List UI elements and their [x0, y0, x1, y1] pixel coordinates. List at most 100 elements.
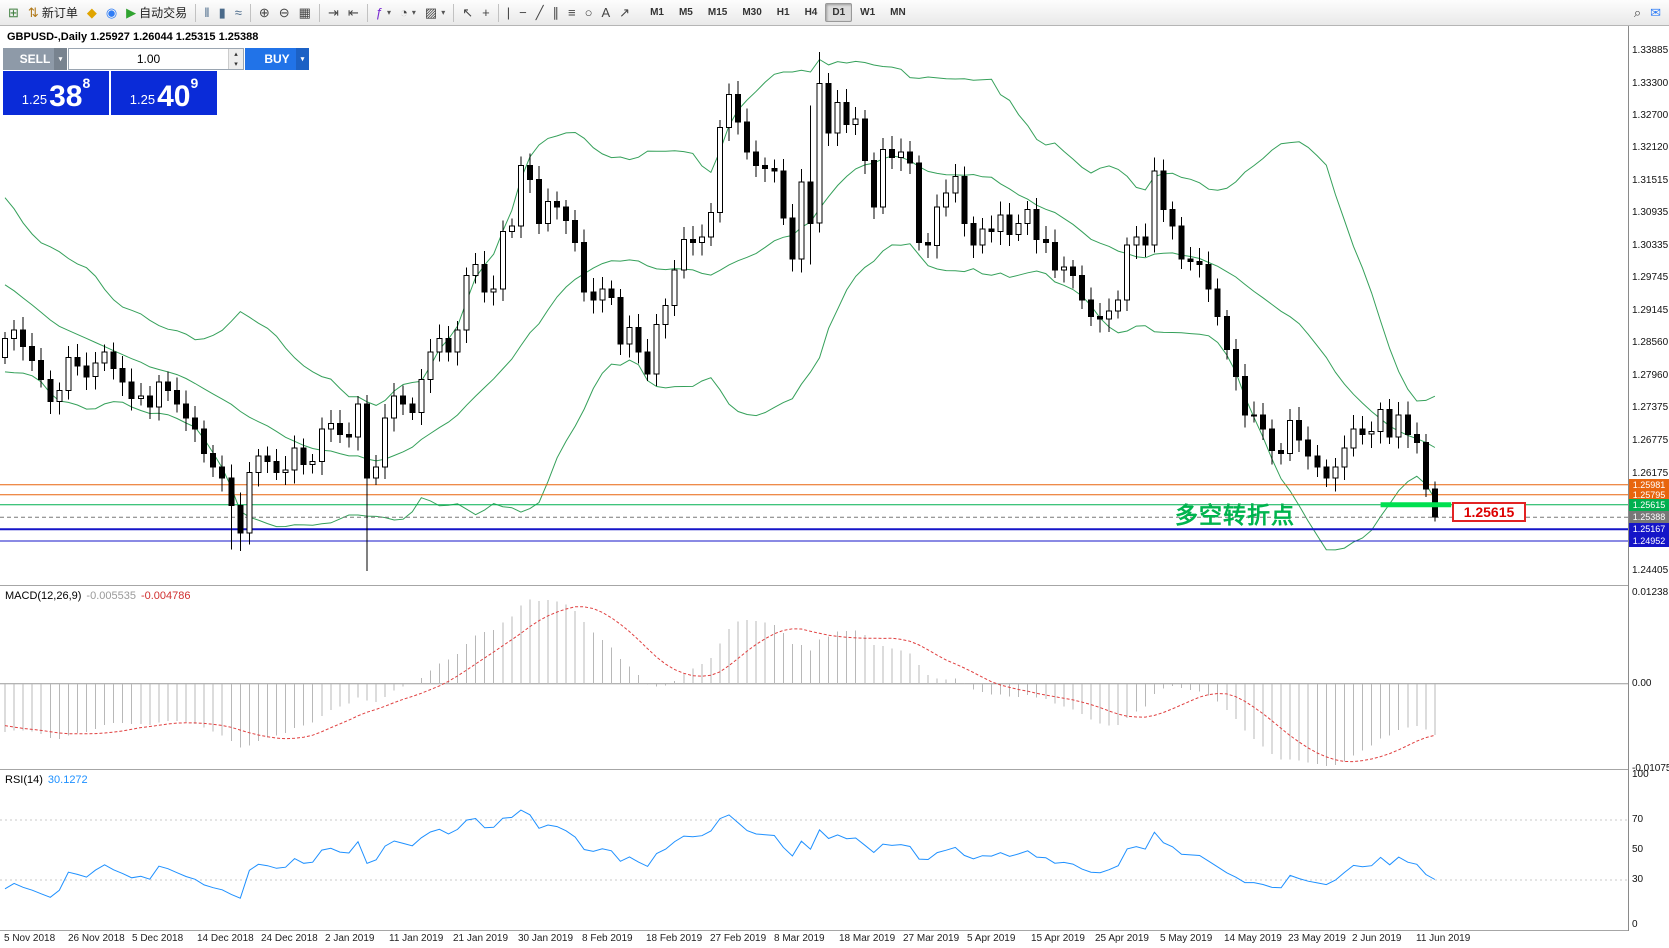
volume-input[interactable] — [69, 49, 228, 69]
macd-panel-canvas[interactable] — [0, 586, 1628, 769]
candlestick-chart-icon: ▮ — [218, 5, 226, 20]
sell-price-prefix: 1.25 — [21, 91, 48, 107]
time-axis-label: 14 Dec 2018 — [197, 933, 254, 944]
sell-dropdown-icon[interactable]: ▾ — [54, 48, 67, 70]
vertical-line-button[interactable]: | — [503, 3, 514, 23]
buy-dropdown-icon[interactable]: ▾ — [296, 48, 309, 70]
price-level-tag: 1.25167 — [1629, 523, 1669, 536]
symbol-info: GBPUSD-,Daily 1.25927 1.26044 1.25315 1.… — [7, 31, 259, 43]
sell-price-sup: 8 — [82, 75, 91, 91]
price-axis-label: 1.32120 — [1632, 142, 1669, 154]
macd-main-value: -0.005535 — [86, 590, 136, 602]
bollinger-upper-band — [4, 58, 1436, 406]
panel-separator[interactable] — [0, 769, 1669, 770]
timeframe-h1-button[interactable]: H1 — [776, 7, 790, 18]
toolbar-separator — [453, 3, 455, 22]
price-axis-label: 1.29745 — [1632, 272, 1669, 284]
volume-decrease-button[interactable]: ▾ — [229, 59, 243, 69]
community-button[interactable]: ◉ — [102, 3, 121, 23]
search-button[interactable]: ⌕ — [1630, 3, 1645, 23]
horizontal-level-lines — [0, 484, 1628, 542]
main-chart-canvas[interactable] — [0, 26, 1628, 585]
timeframe-d1-button[interactable]: D1 — [825, 3, 853, 22]
line-chart-button[interactable]: ≈ — [231, 3, 246, 23]
cursor-button[interactable]: ↖ — [458, 3, 477, 23]
rsi-panel-canvas[interactable] — [0, 770, 1628, 930]
candlestick-chart-button[interactable]: ▮ — [215, 3, 230, 23]
dropdown-icon: ▾ — [411, 8, 416, 17]
crosshair-button[interactable]: + — [478, 3, 494, 23]
arrow-tools-button[interactable]: ↗ — [615, 3, 634, 23]
dropdown-icon: ▾ — [387, 8, 392, 17]
autotrading-button[interactable]: ▶ 自动交易 — [122, 3, 191, 23]
timeframe-w1-button[interactable]: W1 — [860, 7, 876, 18]
price-axis-label: 1.29145 — [1632, 305, 1669, 317]
time-axis-label: 11 Jan 2019 — [389, 933, 444, 944]
price-axis[interactable]: 1.33885 1.33300 1.32700 1.32120 1.31515 1.309… — [1628, 26, 1669, 931]
sell-button[interactable]: SELL ▾ — [3, 48, 67, 70]
time-axis-label: 8 Mar 2019 — [774, 933, 825, 944]
community-icon: ◉ — [105, 5, 118, 20]
buy-button[interactable]: BUY ▾ — [245, 48, 309, 70]
metaeditor-button[interactable]: ◆ — [83, 3, 101, 23]
macd-axis-label: -0.01075 — [1632, 762, 1669, 774]
volume-increase-button[interactable]: ▴ — [229, 49, 243, 59]
bollinger-middle-band — [4, 155, 1436, 462]
autotrading-icon: ▶ — [126, 5, 137, 20]
horizontal-line-icon: − — [519, 5, 527, 20]
shapes-button[interactable]: ○ — [581, 3, 597, 23]
new-order-button[interactable]: ⇅ 新订单 — [24, 3, 82, 23]
time-axis[interactable]: 5 Nov 2018 26 Nov 2018 5 Dec 2018 14 Dec 20… — [0, 931, 1628, 948]
rsi-axis-label: 0 — [1632, 919, 1638, 930]
timeframe-h4-button[interactable]: H4 — [804, 7, 818, 18]
bar-chart-button[interactable]: ‖ — [200, 3, 213, 23]
sell-price-display[interactable]: 1.25 38 8 — [3, 71, 109, 115]
price-axis-label: 1.31515 — [1632, 175, 1669, 187]
candles-series — [2, 51, 1438, 571]
time-axis-label: 30 Jan 2019 — [518, 933, 574, 944]
auto-scroll-button[interactable]: ⇥ — [324, 3, 343, 23]
timeframe-m15-button[interactable]: M15 — [707, 7, 728, 18]
chart-shift-button[interactable]: ⇤ — [344, 3, 363, 23]
cursor-icon: ↖ — [462, 5, 474, 20]
time-axis-label: 15 Apr 2019 — [1031, 933, 1085, 944]
timeframe-m5-button[interactable]: M5 — [678, 7, 693, 18]
periods-button[interactable]: ◔ ▾ — [396, 3, 420, 23]
buy-price-digits: 40 — [157, 79, 191, 113]
time-axis-label: 23 May 2019 — [1288, 933, 1346, 944]
panel-separator[interactable] — [0, 930, 1669, 931]
vertical-line-icon: | — [506, 5, 511, 20]
trendline-button[interactable]: ╱ — [532, 3, 548, 23]
zoom-in-button[interactable]: ⊕ — [255, 3, 274, 23]
buy-price-display[interactable]: 1.25 40 9 — [111, 71, 217, 115]
text-label-button[interactable]: A — [597, 3, 614, 23]
price-level-label-box: 1.25615 — [1452, 502, 1526, 522]
time-axis-label: 24 Dec 2018 — [261, 933, 318, 944]
horizontal-line-button[interactable]: − — [515, 3, 531, 23]
tile-windows-button[interactable]: ▦ — [295, 3, 315, 23]
timeframe-m30-button[interactable]: M30 — [742, 7, 762, 18]
price-axis-label: 1.32700 — [1632, 110, 1669, 122]
rsi-axis-label: 100 — [1632, 769, 1649, 780]
equidistant-channel-button[interactable]: ∥ — [549, 3, 564, 23]
new-chart-button[interactable]: ⊞ — [4, 3, 23, 23]
bollinger-lower-band — [4, 243, 1436, 551]
timeframe-mn-button[interactable]: MN — [890, 7, 906, 18]
panel-separator[interactable] — [0, 585, 1669, 586]
price-level-tag: 1.25795 — [1629, 488, 1669, 501]
indicators-button[interactable]: ƒ ▾ — [372, 3, 395, 23]
timeframe-m1-button[interactable]: M1 — [650, 7, 664, 18]
zoom-out-icon: ⊖ — [278, 5, 290, 20]
rsi-indicator-label: RSI(14) 30.1272 — [5, 774, 88, 786]
chart-shift-icon: ⇤ — [347, 5, 359, 20]
bar-chart-icon: ‖ — [204, 5, 210, 20]
zoom-in-icon: ⊕ — [258, 5, 270, 20]
templates-button[interactable]: ▨ ▾ — [421, 3, 449, 23]
fibonacci-retracement-icon: ≡ — [568, 5, 576, 20]
timeframe-toolbar: M1 M5 M15 M30 H1 H4 D1 W1 MN — [643, 3, 913, 22]
metaeditor-icon: ◆ — [86, 5, 97, 20]
fibonacci-retracement-button[interactable]: ≡ — [564, 3, 580, 23]
community-chat-button[interactable]: ✉ — [1646, 3, 1665, 23]
zoom-out-button[interactable]: ⊖ — [275, 3, 294, 23]
